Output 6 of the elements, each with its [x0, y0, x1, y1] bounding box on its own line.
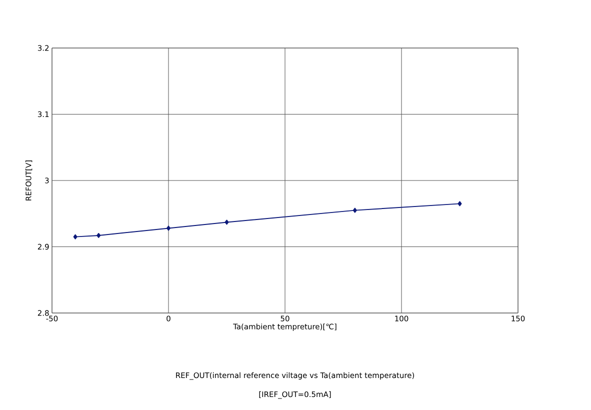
- point: [96, 232, 101, 238]
- point: [458, 201, 462, 206]
- point: [352, 208, 357, 213]
- point: [73, 234, 78, 240]
- point: [224, 220, 229, 225]
- point: [166, 226, 171, 231]
